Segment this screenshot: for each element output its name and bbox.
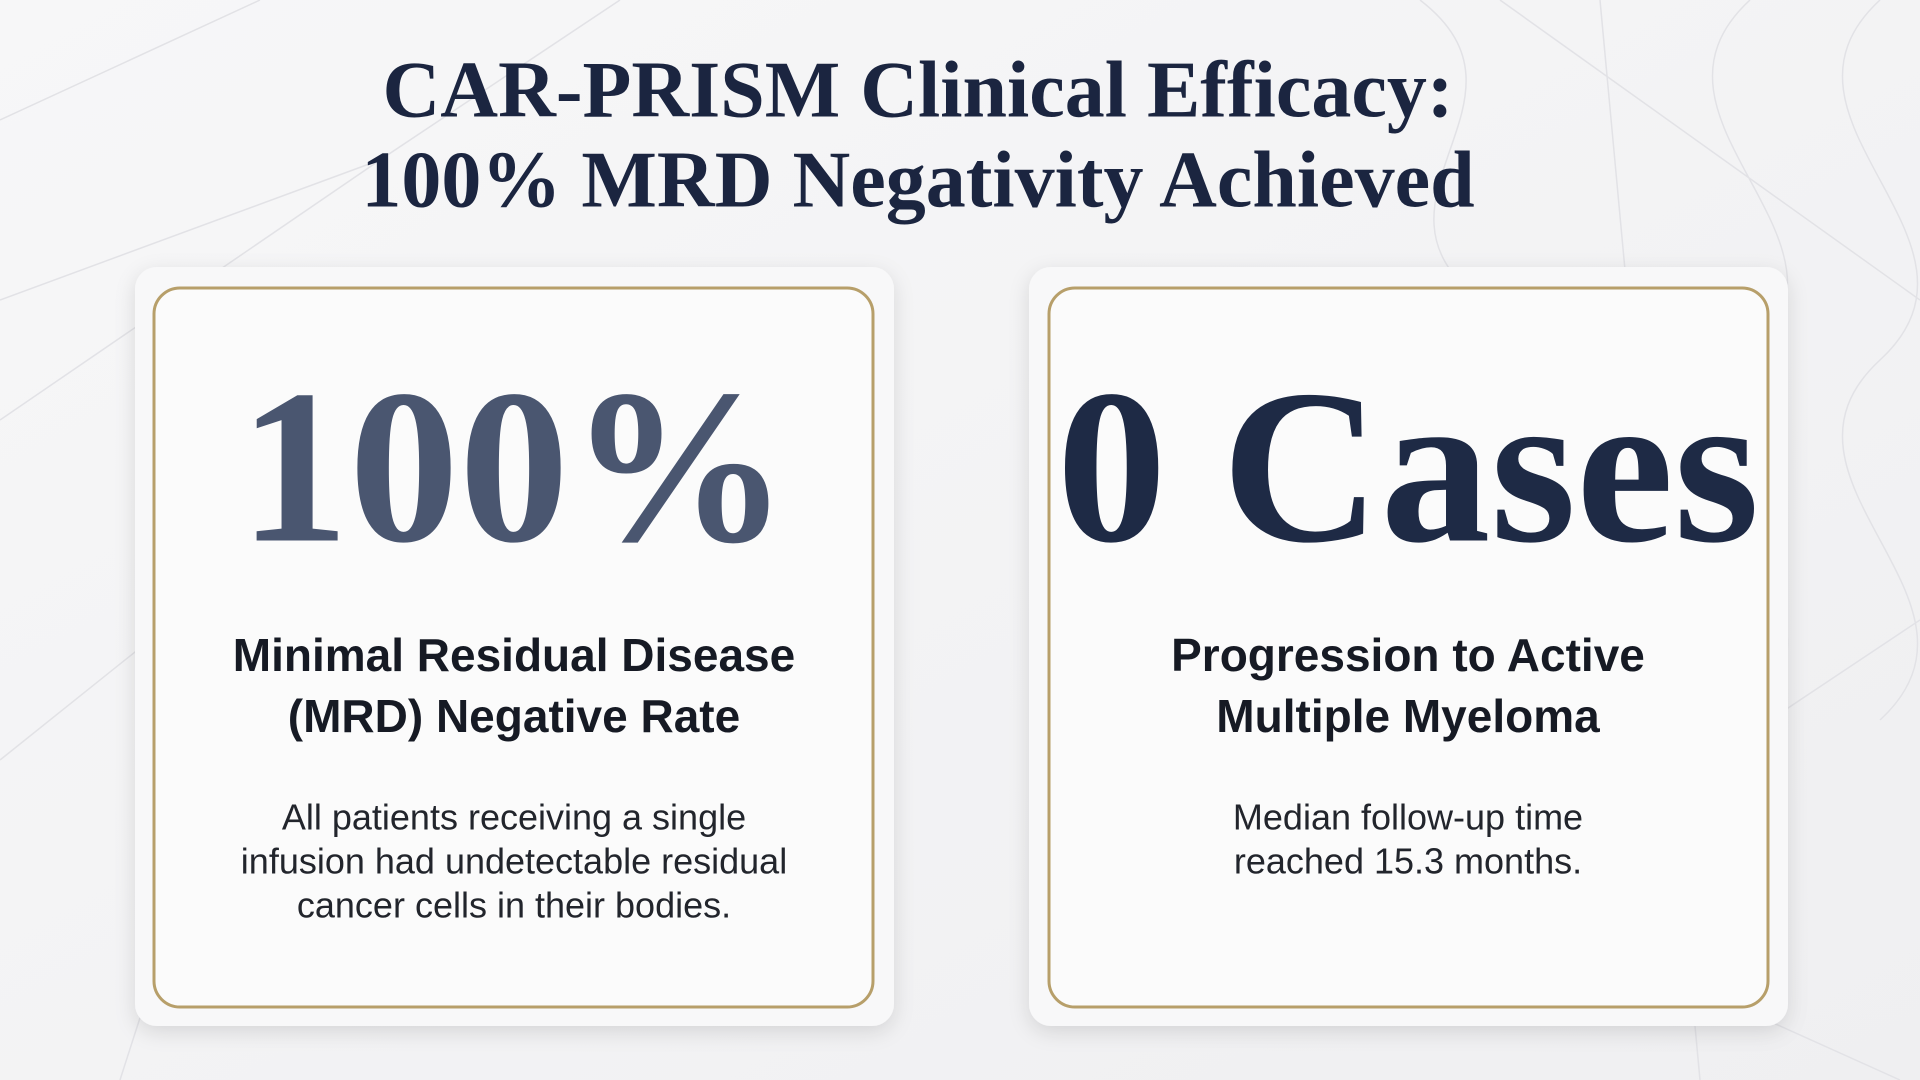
card-body: All patients receiving a single [282, 797, 746, 838]
card-stat: 0 Cases [1057, 344, 1760, 588]
card-border [152, 286, 875, 1009]
card-body: reached 15.3 months. [1234, 841, 1582, 882]
card-heading: Minimal Residual Disease [233, 629, 795, 681]
card: 0 Cases Progression to Active Multiple M… [1029, 267, 1788, 1026]
card-border [1047, 286, 1770, 1009]
card-stat: 100% [239, 344, 789, 588]
card-heading: (MRD) Negative Rate [288, 690, 740, 742]
title-line: 100% MRD Negativity Achieved [361, 136, 1474, 224]
card-heading: Multiple Myeloma [1216, 690, 1600, 742]
title-line: CAR-PRISM Clinical Efficacy: [383, 46, 1454, 134]
card-body: cancer cells in their bodies. [297, 885, 731, 926]
card: 100% Minimal Residual Disease (MRD) Nega… [135, 267, 894, 1026]
card-body: Median follow-up time [1233, 797, 1583, 838]
card-body: infusion had undetectable residual [241, 841, 787, 882]
card-heading: Progression to Active [1171, 629, 1645, 681]
